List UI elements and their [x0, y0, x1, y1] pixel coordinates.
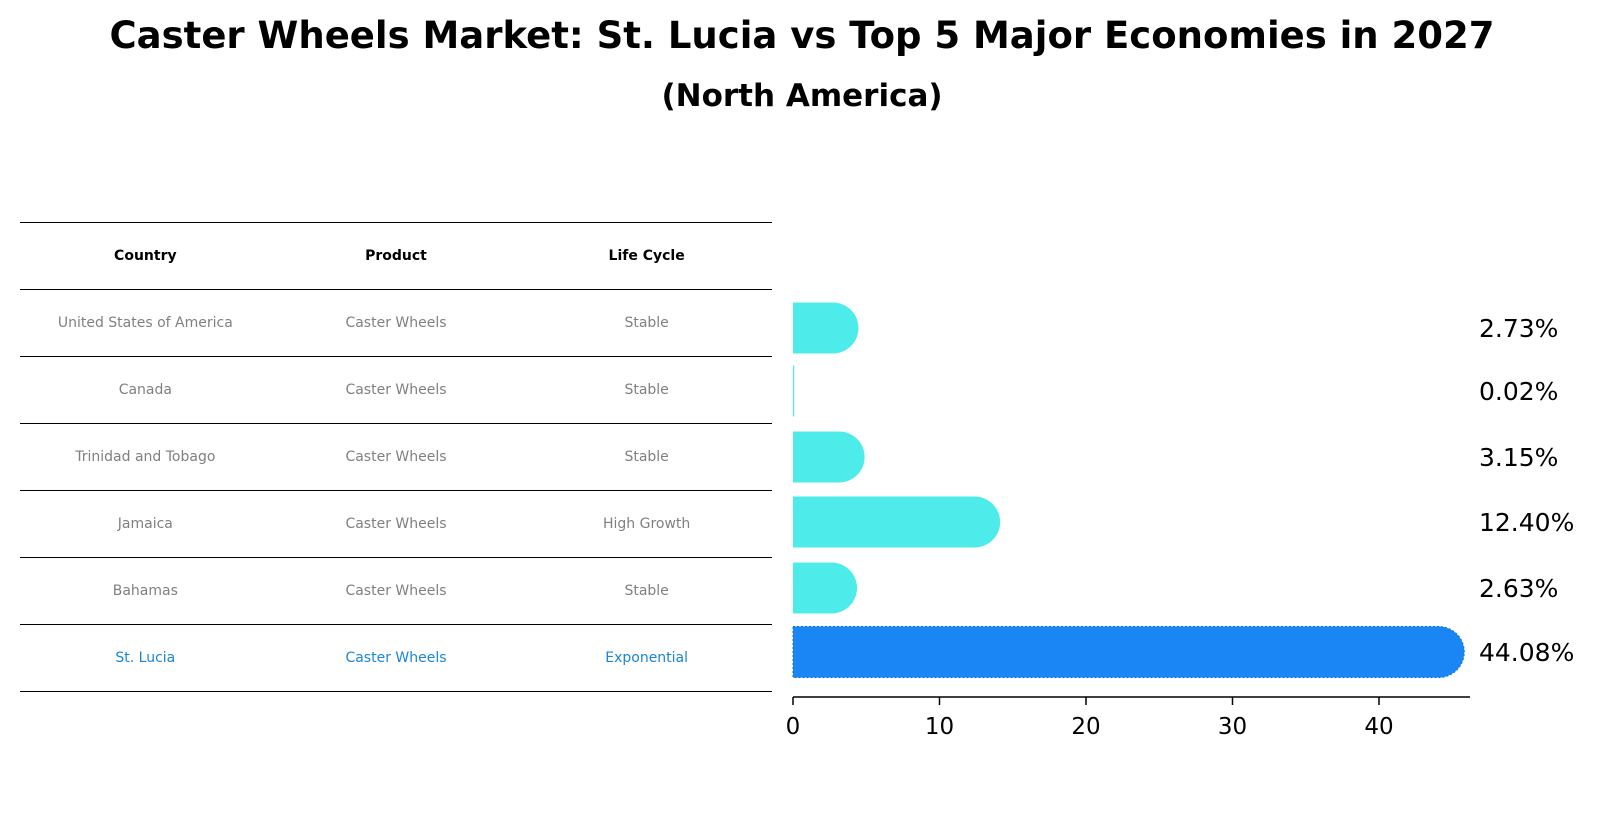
cell-product: Caster Wheels — [345, 449, 447, 465]
bar — [793, 365, 795, 417]
bar — [793, 431, 865, 483]
cell-country: Canada — [118, 382, 172, 398]
table-row: Canada Caster Wheels Stable — [20, 357, 772, 424]
x-tick-label: 20 — [1071, 714, 1100, 740]
table-row: Bahamas Caster Wheels Stable — [20, 558, 772, 625]
x-tick-label: 30 — [1218, 714, 1247, 740]
x-tick-label: 40 — [1364, 714, 1393, 740]
x-tick-label: 10 — [925, 714, 954, 740]
table-header-row: Country Product Life Cycle — [20, 222, 772, 290]
cell-country: Jamaica — [117, 516, 173, 532]
header-product: Product — [365, 248, 427, 264]
chart-subtitle: (North America) — [661, 78, 943, 114]
bar-value-label: 44.08% — [1479, 638, 1574, 667]
header-country: Country — [114, 248, 177, 264]
bar — [793, 496, 1001, 548]
cell-life-cycle: Stable — [624, 583, 669, 599]
cell-product: Caster Wheels — [345, 516, 447, 532]
cell-life-cycle: Exponential — [605, 650, 689, 666]
cell-life-cycle: Stable — [624, 382, 669, 398]
cell-country: United States of America — [57, 315, 233, 331]
table-row: Jamaica Caster Wheels High Growth — [20, 491, 772, 558]
bar-value-label: 12.40% — [1479, 508, 1574, 537]
cell-country: St. Lucia — [115, 650, 176, 666]
chart-title: Caster Wheels Market: St. Lucia vs Top 5… — [109, 14, 1495, 57]
cell-country: Trinidad and Tobago — [75, 449, 216, 465]
bar — [793, 302, 859, 354]
bar-value-label: 3.15% — [1479, 443, 1558, 472]
cell-life-cycle: High Growth — [602, 516, 691, 532]
bar-value-label: 2.73% — [1479, 314, 1558, 343]
data-table: Country Product Life Cycle United States… — [20, 222, 772, 692]
table-row-highlight: St. Lucia Caster Wheels Exponential — [20, 625, 772, 692]
table-row: Trinidad and Tobago Caster Wheels Stable — [20, 424, 772, 491]
cell-product: Caster Wheels — [345, 315, 447, 331]
x-tick-label: 0 — [786, 714, 801, 740]
bar-value-label: 2.63% — [1479, 574, 1558, 603]
header-life-cycle: Life Cycle — [608, 248, 685, 264]
cell-life-cycle: Stable — [624, 315, 669, 331]
cell-product: Caster Wheels — [345, 382, 447, 398]
bar — [792, 626, 1465, 678]
bar — [793, 562, 858, 614]
cell-life-cycle: Stable — [624, 449, 669, 465]
bar-value-label: 0.02% — [1479, 377, 1558, 406]
cell-product: Caster Wheels — [345, 583, 447, 599]
cell-country: Bahamas — [112, 583, 178, 599]
table-row: United States of America Caster Wheels S… — [20, 290, 772, 357]
cell-product: Caster Wheels — [345, 650, 447, 666]
